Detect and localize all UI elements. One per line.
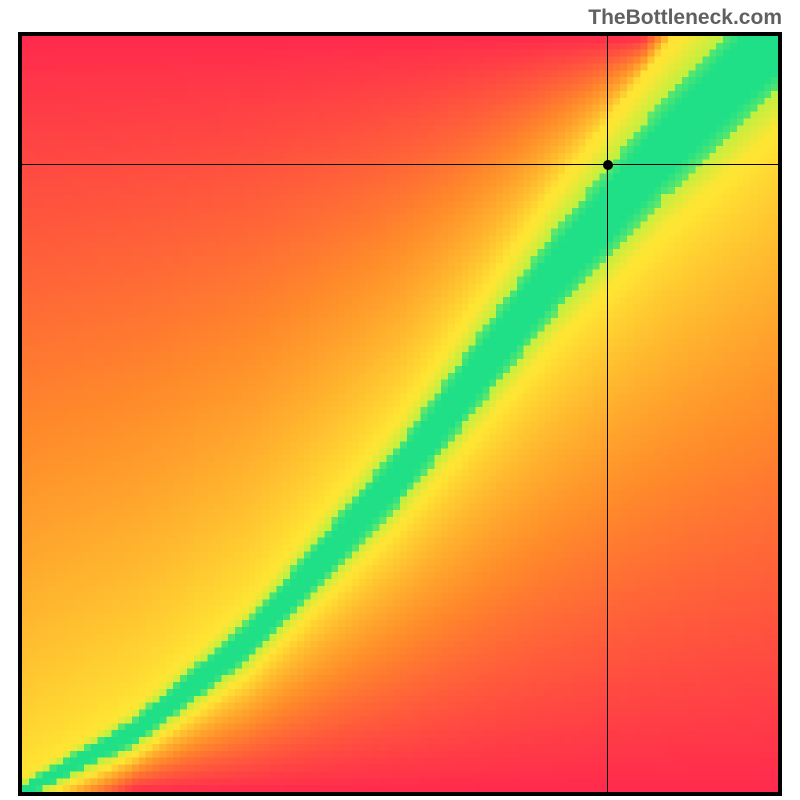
crosshair-horizontal [22,164,778,165]
chart-container: TheBottleneck.com [0,0,800,800]
marker-dot [603,160,613,170]
bottleneck-heatmap [22,36,778,792]
crosshair-vertical [607,36,608,792]
watermark-text: TheBottleneck.com [588,6,782,30]
